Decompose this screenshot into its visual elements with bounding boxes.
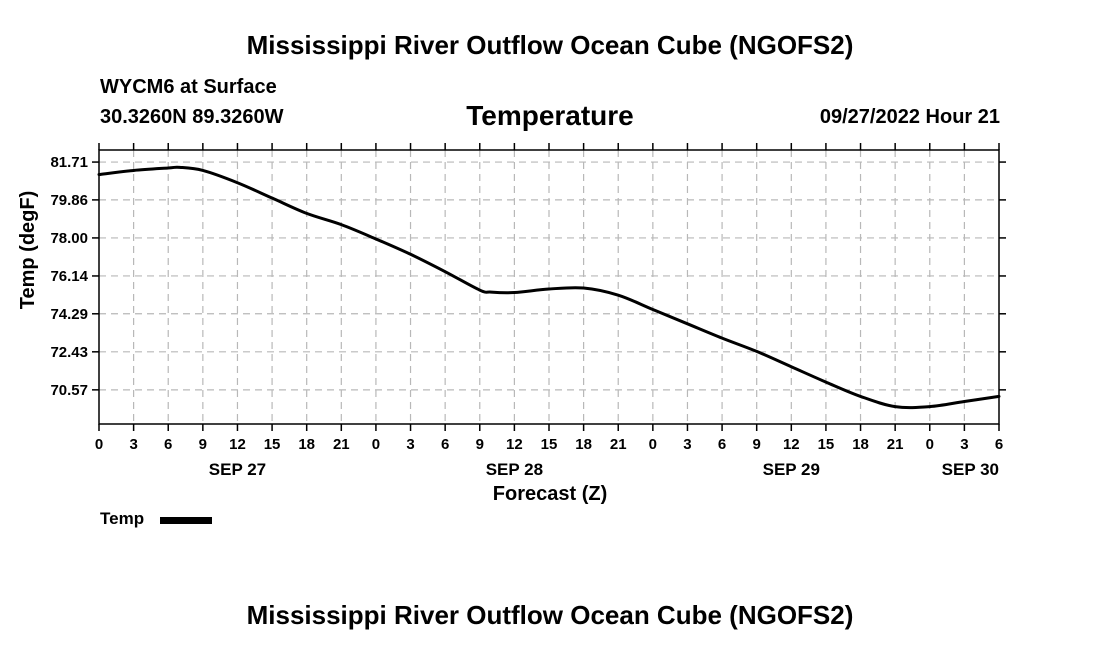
x-tick-label: 3 <box>683 436 691 453</box>
y-tick-label: 78.00 <box>50 230 88 247</box>
x-tick-label: 0 <box>372 436 380 453</box>
x-tick-label: 0 <box>95 436 103 453</box>
x-tick-label: 18 <box>852 436 869 453</box>
x-tick-label: 12 <box>506 436 523 453</box>
x-tick-label: 9 <box>753 436 761 453</box>
legend-label: Temp <box>100 509 145 528</box>
y-tick-labels: 81.71 79.86 78.00 76.14 74.29 72.43 70.57 <box>50 154 88 399</box>
footer-title: Mississippi River Outflow Ocean Cube (NG… <box>246 600 854 630</box>
x-tick-label: 0 <box>649 436 657 453</box>
legend-swatch <box>160 517 212 524</box>
x-tick-label: 3 <box>129 436 137 453</box>
y-tick-label: 76.14 <box>50 268 88 285</box>
x-tick-label: 12 <box>783 436 800 453</box>
x-tick-labels: 0 3 6 9 12 15 18 21 0 3 6 9 12 15 18 21 0 3 6 9 12 15 18 21 0 3 6 <box>95 436 1003 453</box>
chart-title: Mississippi River Outflow Ocean Cube (NG… <box>246 30 854 60</box>
x-tick-label: 21 <box>333 436 350 453</box>
x-tick-label: 18 <box>298 436 315 453</box>
x-tick-label: 12 <box>229 436 246 453</box>
y-tick-label: 72.43 <box>50 344 88 361</box>
date-label: SEP 30 <box>942 460 999 479</box>
grid-lines <box>99 150 999 424</box>
axis-ticks <box>92 143 1006 431</box>
y-tick-label: 74.29 <box>50 306 88 323</box>
x-tick-label: 3 <box>960 436 968 453</box>
y-tick-label: 81.71 <box>50 154 88 171</box>
y-axis-label: Temp (degF) <box>17 191 39 310</box>
y-tick-label: 79.86 <box>50 192 88 209</box>
date-label: SEP 29 <box>763 460 820 479</box>
x-tick-label: 6 <box>718 436 726 453</box>
x-tick-label: 15 <box>818 436 835 453</box>
x-tick-label: 15 <box>264 436 281 453</box>
x-axis-label: Forecast (Z) <box>493 483 607 505</box>
x-tick-label: 9 <box>199 436 207 453</box>
date-label: SEP 28 <box>486 460 543 479</box>
x-tick-label: 0 <box>926 436 934 453</box>
x-tick-label: 3 <box>406 436 414 453</box>
x-tick-label: 15 <box>541 436 558 453</box>
x-tick-label: 21 <box>887 436 904 453</box>
x-tick-label: 6 <box>441 436 449 453</box>
x-tick-label: 9 <box>476 436 484 453</box>
y-tick-label: 70.57 <box>50 382 88 399</box>
x-tick-label: 6 <box>164 436 172 453</box>
variable-title: Temperature <box>466 100 634 131</box>
date-labels: SEP 27 SEP 28 SEP 29 SEP 30 <box>209 460 999 479</box>
series-line-temp <box>97 165 1001 410</box>
station-coordinates: 30.3260N 89.3260W <box>100 106 284 128</box>
date-label: SEP 27 <box>209 460 266 479</box>
forecast-datetime: 09/27/2022 Hour 21 <box>819 106 1000 128</box>
station-label: WYCM6 at Surface <box>100 76 277 98</box>
x-tick-label: 21 <box>610 436 627 453</box>
x-tick-label: 6 <box>995 436 1003 453</box>
x-tick-label: 18 <box>575 436 592 453</box>
